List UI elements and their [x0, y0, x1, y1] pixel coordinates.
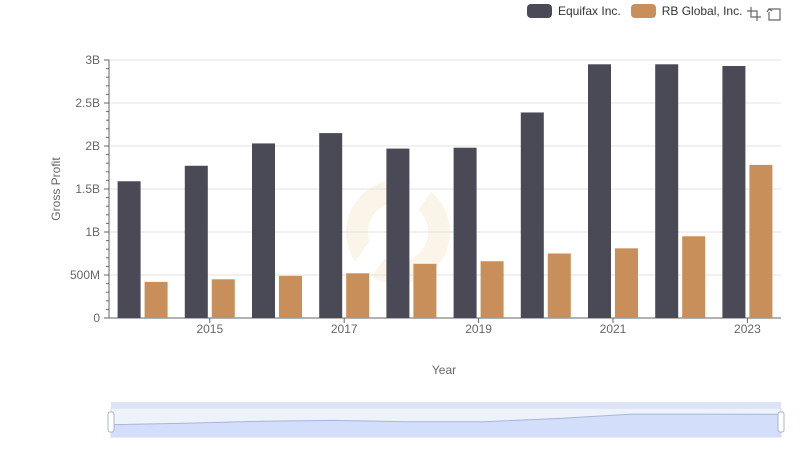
bar-rb-global[interactable] — [144, 281, 168, 318]
bar-equifax[interactable] — [386, 148, 410, 318]
data-zoom-slider[interactable] — [107, 402, 785, 438]
legend-label-equifax: Equifax Inc. — [558, 4, 621, 18]
bar-rb-global[interactable] — [749, 164, 773, 318]
bar-equifax[interactable] — [252, 143, 275, 318]
restore-icon[interactable] — [766, 6, 782, 22]
x-tick-label: 2019 — [465, 322, 492, 336]
legend-item-rb-global[interactable]: RB Global, Inc. — [630, 4, 743, 18]
legend-label-rb-global: RB Global, Inc. — [661, 4, 743, 18]
x-tick-label: 2015 — [196, 322, 223, 336]
x-tick-label: 2023 — [734, 322, 761, 336]
legend-item-equifax[interactable]: Equifax Inc. — [527, 4, 621, 18]
y-tick-label: 2B — [85, 139, 100, 153]
bar-equifax[interactable] — [655, 64, 679, 318]
toolbox — [746, 6, 782, 22]
zoom-handle-left[interactable] — [107, 411, 115, 433]
bar-rb-global[interactable] — [682, 236, 706, 318]
x-tick-label: 2021 — [600, 322, 627, 336]
y-tick-label: 3B — [85, 53, 100, 67]
y-axis-label: Gross Profit — [49, 157, 63, 221]
zoom-top-bar[interactable] — [111, 402, 781, 408]
zoom-icon[interactable] — [746, 6, 762, 22]
bar-rb-global[interactable] — [211, 279, 235, 318]
bar-rb-global[interactable] — [547, 253, 571, 319]
bar-rb-global[interactable] — [615, 248, 638, 318]
bar-equifax[interactable] — [319, 133, 343, 318]
bar-equifax[interactable] — [722, 66, 746, 319]
bar-equifax[interactable] — [520, 112, 544, 319]
bar-equifax[interactable] — [184, 165, 208, 318]
y-tick-label: 1.5B — [75, 182, 100, 196]
bar-equifax[interactable] — [588, 64, 611, 318]
zoom-preview-line — [110, 413, 782, 426]
y-tick-label: 2.5B — [75, 96, 100, 110]
x-tick-label: 2017 — [331, 322, 358, 336]
legend: Equifax Inc. RB Global, Inc. — [527, 4, 752, 18]
bars — [117, 64, 773, 319]
zoom-preview-area — [111, 414, 781, 437]
y-tick-label: 0 — [93, 311, 100, 325]
bar-rb-global[interactable] — [413, 263, 437, 318]
x-axis-label: Year — [432, 363, 456, 377]
bar-rb-global[interactable] — [480, 261, 504, 318]
bar-rb-global[interactable] — [346, 273, 370, 318]
x-axis: 2015 2017 2019 2021 2023 — [109, 317, 781, 336]
zoom-handle-right[interactable] — [777, 411, 785, 433]
legend-swatch-equifax — [527, 4, 552, 18]
bar-equifax[interactable] — [117, 181, 141, 318]
bar-rb-global[interactable] — [279, 275, 302, 318]
y-tick-label: 500M — [70, 268, 100, 282]
y-tick-label: 1B — [85, 225, 100, 239]
legend-swatch-rb-global — [630, 4, 656, 18]
y-axis: 0 500M 1B 1.5B 2B 2.5B 3B — [70, 53, 110, 325]
grid-lines — [109, 59, 781, 319]
bar-equifax[interactable] — [453, 147, 477, 318]
